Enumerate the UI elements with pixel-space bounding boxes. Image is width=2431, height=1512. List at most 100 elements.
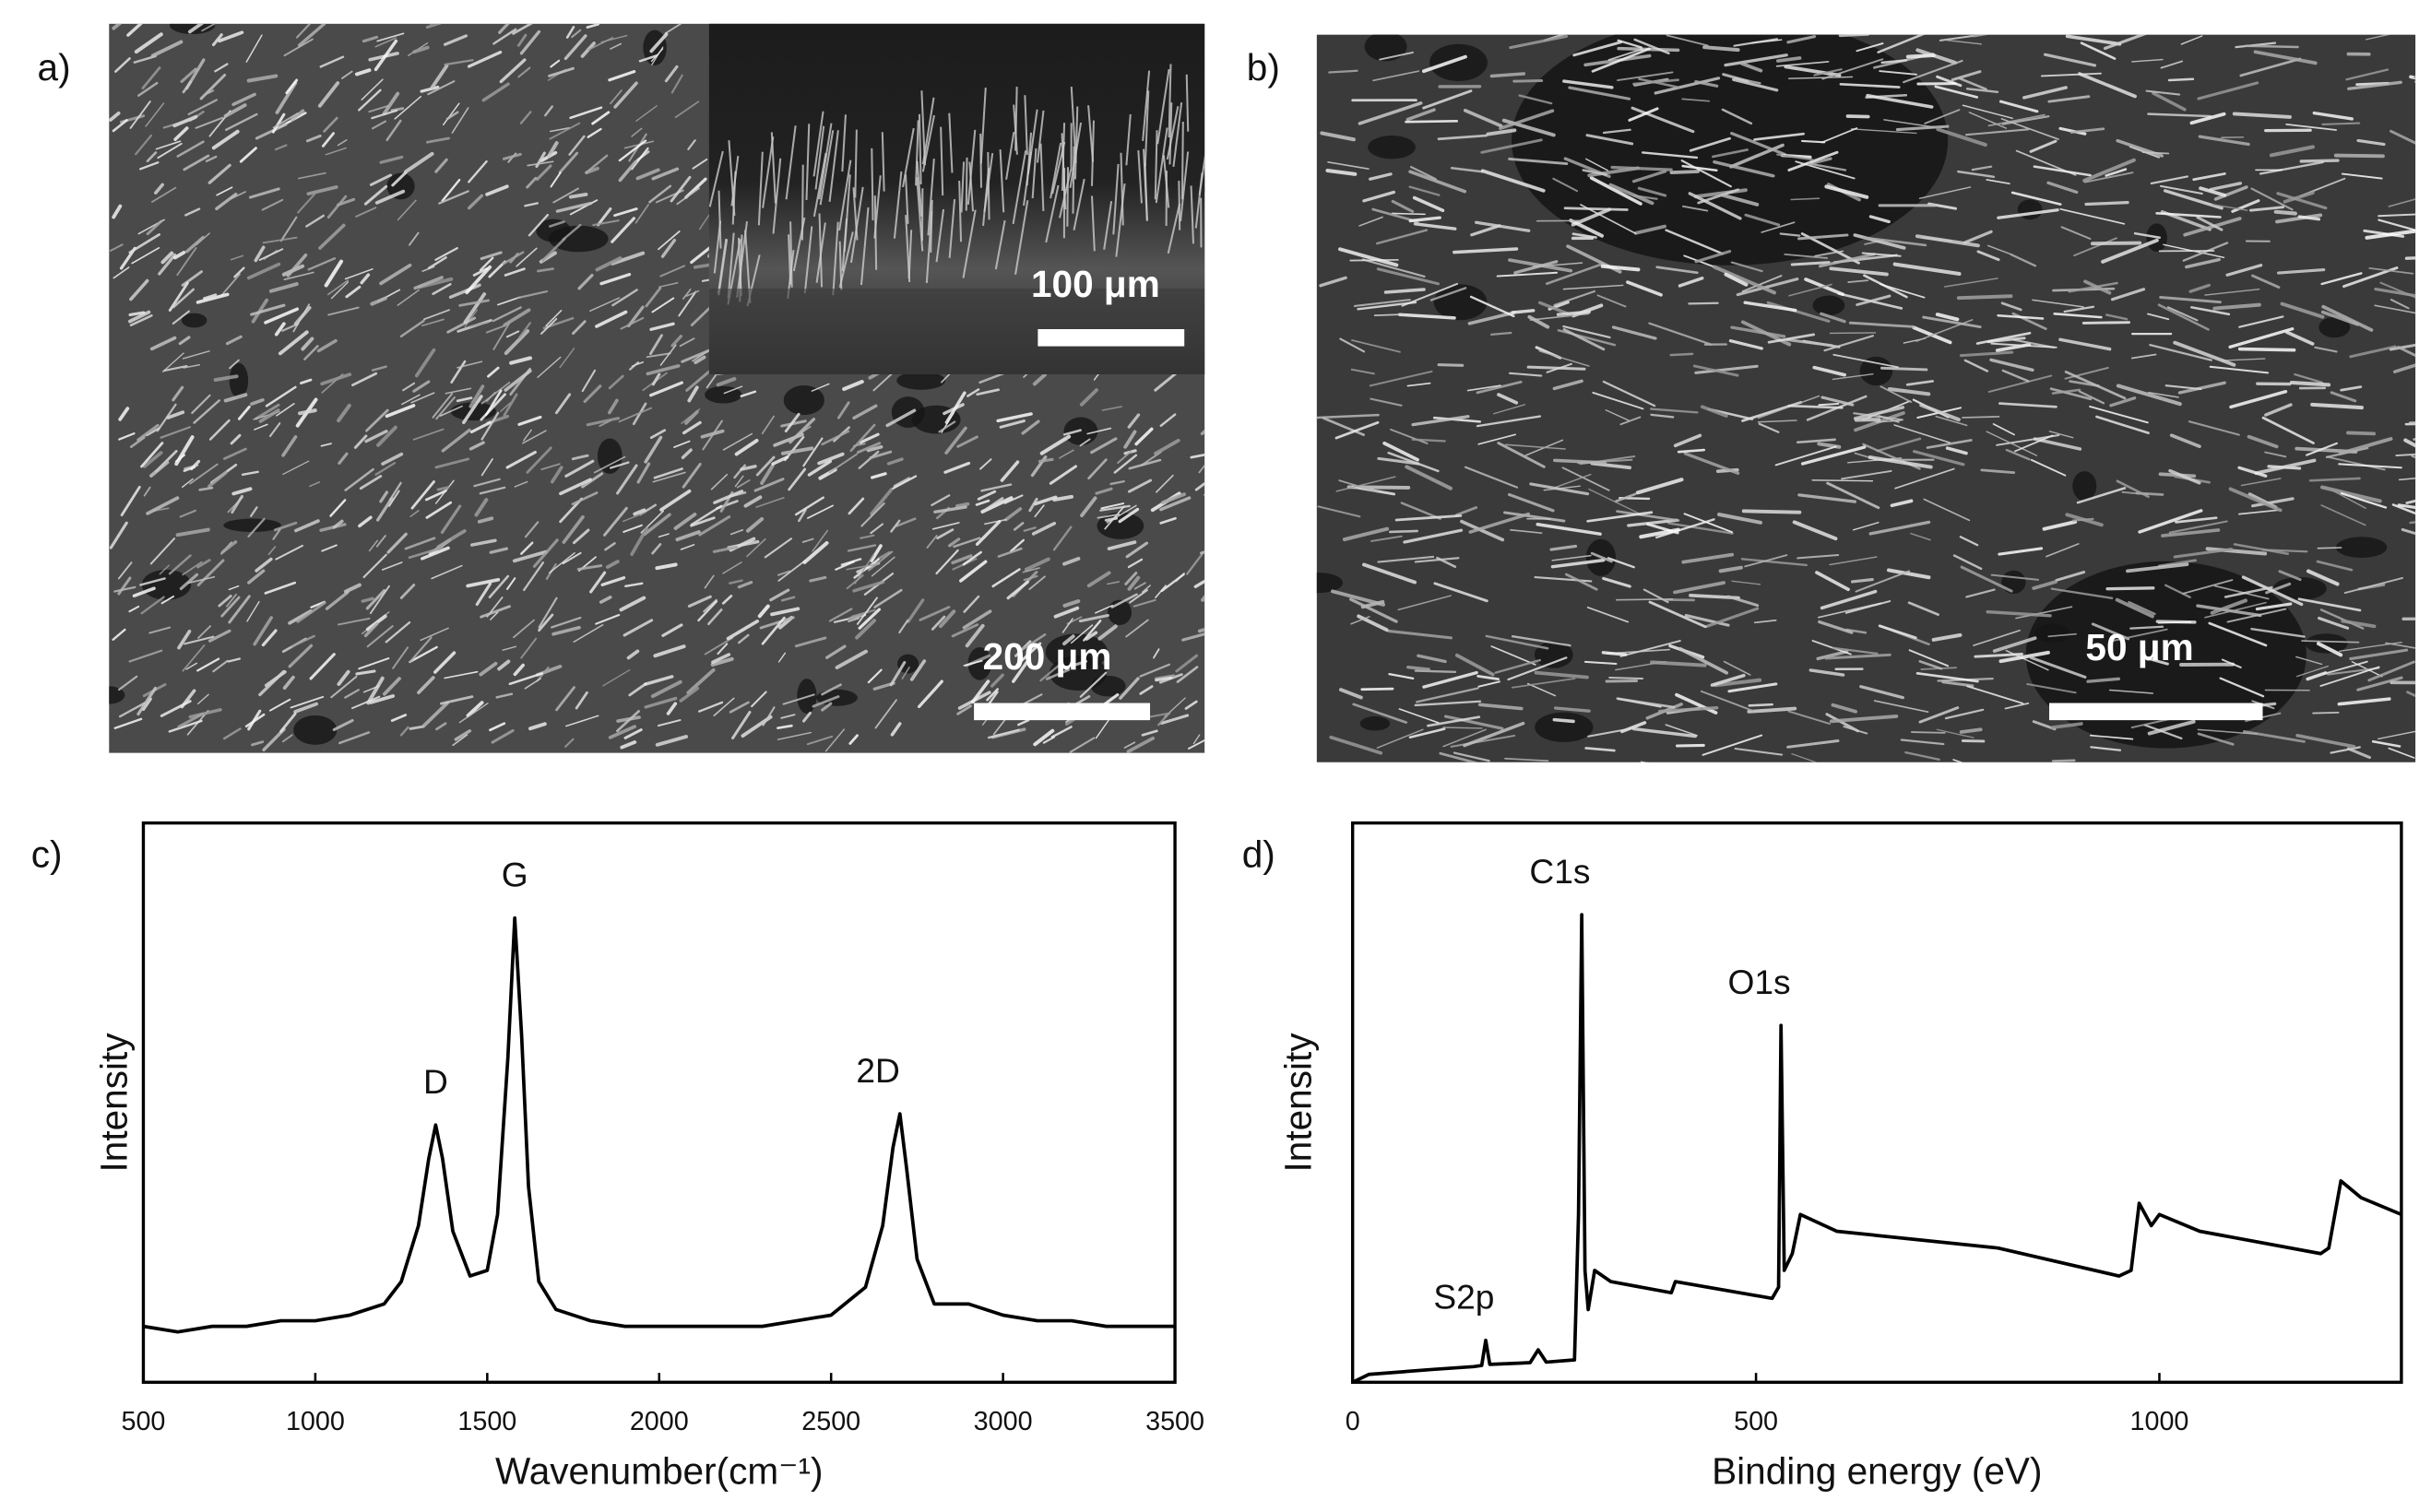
fiber [385, 119, 402, 142]
fiber [2161, 528, 2221, 537]
fiber [374, 37, 397, 48]
fiber [1508, 157, 1569, 165]
fiber [563, 34, 587, 61]
fiber [2049, 387, 2093, 401]
fiber [794, 636, 827, 648]
fiber [526, 446, 552, 474]
fiber [117, 561, 133, 580]
fiber [2320, 310, 2360, 326]
fiber [273, 521, 298, 532]
fiber [2338, 463, 2402, 469]
fiber [172, 288, 195, 309]
fiber [1862, 236, 1927, 247]
fiber [140, 596, 165, 615]
fiber [508, 672, 544, 686]
fiber [681, 347, 715, 363]
fiber [1669, 170, 1701, 175]
fiber [435, 722, 447, 731]
fiber [1844, 600, 1891, 614]
fiber [409, 231, 420, 246]
fiber [2029, 139, 2057, 153]
fiber [1468, 512, 1531, 534]
fiber [2316, 560, 2354, 572]
pore [1512, 34, 1949, 266]
fiber [1411, 438, 1446, 443]
fiber [1049, 465, 1077, 485]
fiber [1731, 580, 1761, 585]
fiber [1868, 455, 1933, 469]
fiber [926, 535, 938, 549]
fiber [223, 103, 247, 118]
fiber [630, 526, 649, 556]
fiber [1391, 199, 1415, 213]
fiber [410, 392, 435, 404]
fiber [1329, 735, 1383, 755]
fiber [1079, 438, 1091, 447]
fiber [443, 102, 460, 126]
fiber [1631, 726, 1697, 738]
fiber [379, 263, 412, 286]
fiber [821, 683, 842, 696]
fiber [1730, 131, 1786, 157]
fiber [2182, 242, 2229, 262]
fiber [2043, 53, 2097, 67]
fiber [2248, 206, 2285, 212]
fiber [506, 577, 516, 590]
fiber [611, 251, 646, 266]
fiber [1477, 680, 1501, 688]
fiber [1580, 204, 1637, 235]
fiber [1868, 520, 1931, 536]
fiber [817, 452, 845, 466]
fiber [2314, 346, 2338, 353]
fiber [254, 423, 268, 431]
fiber [1727, 682, 1778, 693]
fiber [734, 438, 759, 456]
fiber [2320, 272, 2363, 286]
fiber [1167, 203, 1181, 254]
fiber [1724, 272, 1749, 287]
fiber [1788, 76, 1854, 79]
fiber [1397, 595, 1452, 611]
fiber [268, 698, 291, 712]
fiber [777, 570, 791, 576]
fiber [1689, 136, 1731, 152]
fiber [1172, 101, 1183, 167]
fiber [320, 372, 352, 386]
fiber [388, 481, 402, 502]
fiber [113, 266, 130, 279]
x-axis-label: Binding energy (eV) [1712, 1450, 2042, 1493]
fiber [220, 273, 241, 297]
fiber [1039, 434, 1072, 455]
fiber [835, 561, 856, 571]
fiber [2053, 313, 2103, 319]
fiber [2237, 347, 2296, 352]
fiber [151, 186, 177, 203]
fiber [938, 420, 956, 433]
fiber [1203, 258, 1205, 263]
fiber [1936, 728, 1974, 738]
fiber [1811, 479, 1874, 482]
fiber [576, 564, 603, 571]
fiber [1123, 741, 1136, 749]
fiber [1617, 39, 1642, 49]
fiber [789, 418, 816, 444]
fiber [454, 729, 472, 741]
fiber [154, 183, 164, 195]
fiber [2365, 229, 2416, 240]
fiber [1832, 353, 1899, 369]
fiber [1694, 80, 1719, 88]
fiber [1357, 301, 1417, 311]
fiber [2261, 416, 2315, 444]
fiber [2280, 301, 2325, 319]
fiber [907, 230, 913, 279]
fiber [1786, 739, 1840, 749]
fiber [962, 209, 977, 278]
fiber [1638, 77, 1680, 89]
fiber [1466, 384, 1501, 392]
fiber [388, 490, 400, 507]
fiber [2297, 215, 2321, 221]
fiber [1052, 526, 1073, 551]
fiber [129, 313, 153, 326]
fiber [420, 627, 449, 642]
fiber [1823, 335, 1875, 352]
